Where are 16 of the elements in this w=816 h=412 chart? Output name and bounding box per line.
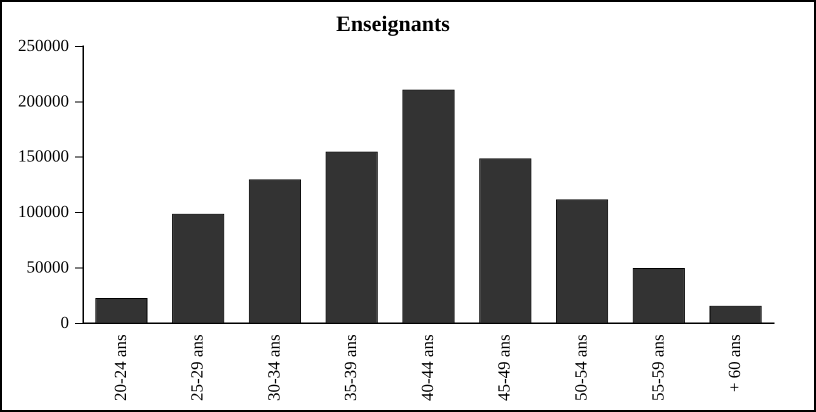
- x-tick-label: 50-54 ans: [572, 334, 591, 402]
- x-tick-label: 30-34 ans: [264, 334, 284, 402]
- y-tick-label: 250000: [18, 36, 69, 55]
- x-tick-label: 40-44 ans: [418, 334, 437, 402]
- x-tick-label: + 60 ans: [725, 334, 744, 392]
- x-tick-label: 45-49 ans: [494, 334, 514, 402]
- y-tick-label: 200000: [18, 91, 69, 110]
- y-tick-label: 50000: [26, 257, 69, 276]
- y-tick-label: 150000: [18, 146, 69, 166]
- chart-title: Enseignants: [336, 10, 450, 36]
- x-tick-label: 35-39 ans: [341, 334, 360, 402]
- x-tick-label: 20-24 ans: [110, 334, 130, 402]
- y-tick-label: 0: [60, 312, 69, 332]
- y-tick-label: 100000: [18, 202, 69, 222]
- x-tick-label: 55-59 ans: [648, 334, 668, 402]
- x-tick-label: 25-29 ans: [188, 334, 207, 402]
